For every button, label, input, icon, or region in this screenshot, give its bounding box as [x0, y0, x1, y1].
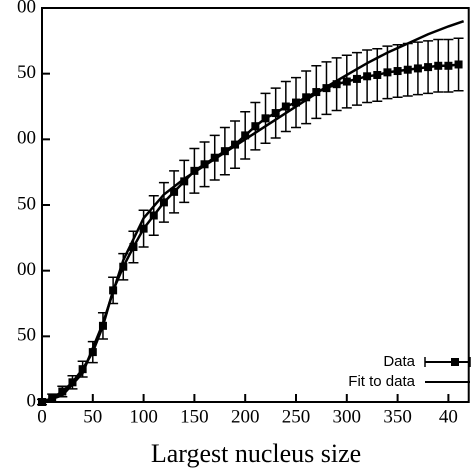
legend-label: Data — [383, 353, 415, 370]
marker — [271, 109, 280, 118]
marker — [78, 365, 87, 374]
marker — [68, 378, 77, 387]
y-tick-label: 00 — [17, 0, 36, 17]
x-tick-label: 50 — [83, 406, 102, 427]
x-tick-label: 350 — [383, 406, 412, 427]
legend-error — [424, 357, 471, 367]
marker — [241, 131, 250, 140]
marker — [119, 262, 128, 271]
marker — [454, 60, 463, 69]
marker — [342, 77, 351, 86]
marker — [129, 243, 138, 252]
x-tick-label: 300 — [333, 406, 362, 427]
y-tick-label: 50 — [17, 193, 36, 214]
marker — [363, 72, 372, 81]
x-tick-label: 100 — [129, 406, 158, 427]
marker — [302, 93, 311, 102]
marker — [352, 74, 361, 83]
x-tick-label: 200 — [231, 406, 260, 427]
marker — [434, 61, 443, 70]
x-tick-label: 250 — [282, 406, 311, 427]
legend-marker — [451, 358, 459, 366]
marker — [159, 198, 168, 207]
marker — [383, 68, 392, 77]
marker — [251, 122, 260, 131]
y-tick-label: 50 — [17, 325, 36, 346]
marker — [413, 64, 422, 73]
marker — [373, 70, 382, 79]
marker — [332, 80, 341, 89]
legend-label: Fit to data — [348, 373, 415, 390]
marker — [58, 387, 67, 396]
series-line — [41, 63, 459, 404]
marker — [424, 63, 433, 72]
marker — [403, 65, 412, 74]
marker — [180, 177, 189, 186]
marker — [281, 102, 290, 111]
marker — [170, 187, 179, 196]
y-tick-label: 50 — [17, 62, 36, 83]
marker — [261, 114, 270, 123]
marker — [139, 224, 148, 233]
x-tick-label: 150 — [180, 406, 209, 427]
y-tick-label: 00 — [17, 259, 36, 280]
marker — [393, 67, 402, 76]
x-tick-label: 40 — [439, 406, 458, 427]
marker — [149, 211, 158, 220]
x-axis-label: Largest nucleus size — [151, 439, 361, 468]
x-tick-label: 0 — [37, 406, 47, 427]
y-tick-label: 0 — [27, 390, 37, 411]
marker — [444, 61, 453, 70]
marker — [292, 98, 300, 107]
y-tick-label: 00 — [17, 128, 36, 149]
marker — [88, 348, 97, 357]
series-line — [41, 19, 465, 404]
